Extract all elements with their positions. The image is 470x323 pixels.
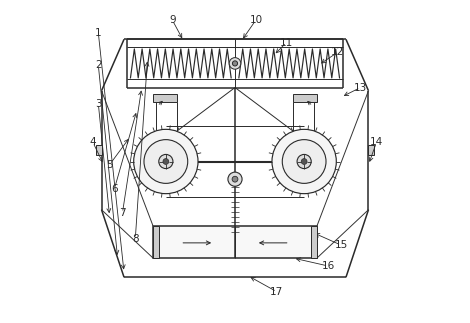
Text: 4: 4 [90, 137, 96, 147]
Bar [153, 226, 317, 258]
Text: 8: 8 [132, 234, 139, 244]
Circle shape [272, 129, 337, 194]
Circle shape [232, 176, 238, 182]
Circle shape [228, 172, 242, 186]
Circle shape [163, 159, 169, 164]
Text: 16: 16 [321, 261, 335, 271]
Bar [153, 94, 177, 102]
Text: 15: 15 [335, 240, 348, 250]
Text: 11: 11 [280, 37, 293, 47]
Bar [368, 145, 374, 155]
Text: 13: 13 [354, 83, 367, 92]
Bar [311, 226, 317, 258]
Text: 5: 5 [106, 160, 113, 170]
Text: 7: 7 [119, 208, 126, 218]
Circle shape [301, 159, 307, 164]
Circle shape [233, 61, 237, 66]
Circle shape [229, 57, 241, 69]
Circle shape [159, 154, 173, 169]
Text: 10: 10 [250, 15, 262, 25]
Circle shape [282, 140, 326, 183]
Circle shape [133, 129, 198, 194]
Text: 17: 17 [270, 287, 283, 297]
Bar [153, 226, 159, 258]
Circle shape [297, 154, 311, 169]
Bar [293, 94, 317, 102]
Bar [96, 145, 102, 155]
Text: 12: 12 [331, 47, 345, 57]
Circle shape [144, 140, 188, 183]
Text: 1: 1 [95, 28, 102, 38]
Text: 14: 14 [370, 137, 383, 147]
Text: 3: 3 [95, 99, 102, 109]
Text: 2: 2 [95, 60, 102, 70]
Text: 9: 9 [169, 15, 176, 25]
Text: 6: 6 [111, 184, 118, 194]
